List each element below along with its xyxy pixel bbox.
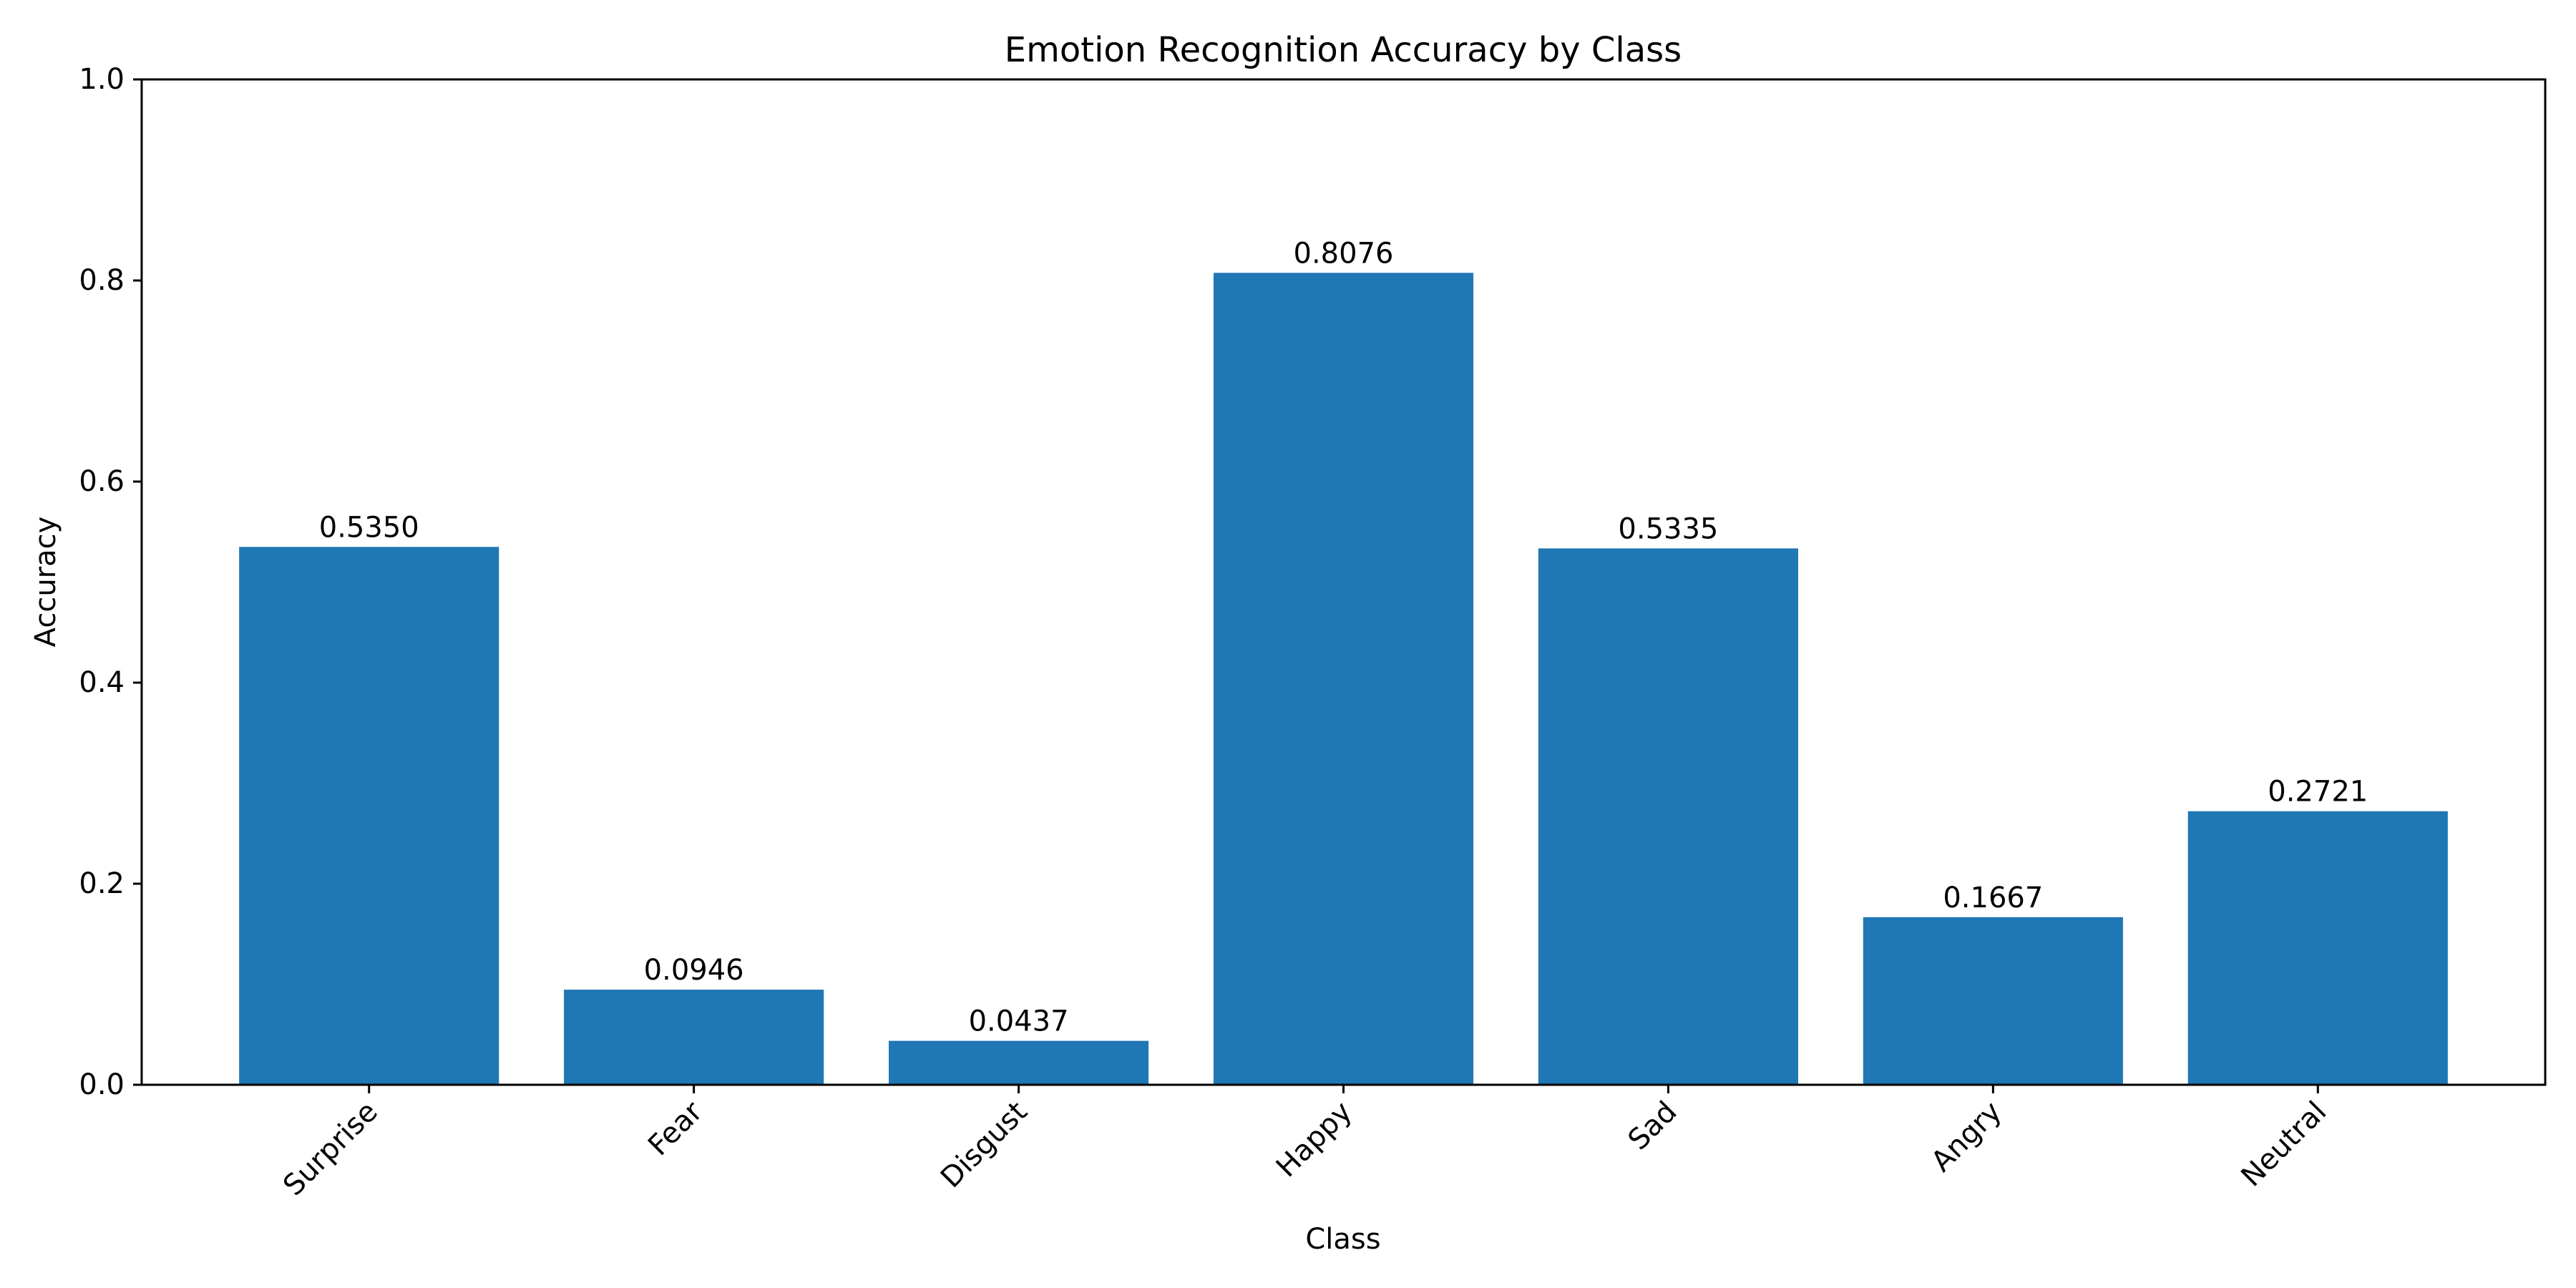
value-label-surprise: 0.5350 [319,511,419,544]
value-label-disgust: 0.0437 [969,1005,1069,1038]
chart-title: Emotion Recognition Accuracy by Class [1005,30,1682,70]
bar-fear [564,990,824,1085]
y-tick-label-0-0: 0.0 [79,1068,125,1101]
y-tick-label-0-6: 0.6 [79,465,125,498]
bars-group [239,273,2448,1085]
bar-happy [1213,273,1474,1085]
value-label-angry: 0.1667 [1943,882,2043,914]
bar-angry [1863,917,2123,1085]
value-label-sad: 0.5335 [1618,512,1718,545]
value-label-neutral: 0.2721 [2268,776,2368,809]
y-tick-label-1-0: 1.0 [79,63,125,96]
bar-sad [1538,548,1798,1085]
bar-neutral [2187,811,2448,1085]
bar-surprise [239,547,499,1085]
x-axis-label: Class [1305,1223,1380,1256]
value-label-fear: 0.0946 [644,954,744,987]
y-tick-label-0-2: 0.2 [79,867,125,900]
y-axis-ticks: 0.0 0.2 0.4 0.6 0.8 1.0 [79,63,142,1101]
y-tick-label-0-8: 0.8 [79,264,125,297]
value-label-happy: 0.8076 [1294,237,1394,270]
y-axis-label: Accuracy [29,517,62,648]
y-tick-label-0-4: 0.4 [79,666,125,699]
bar-disgust [889,1040,1149,1085]
value-labels-group: 0.5350 0.0946 0.0437 0.8076 0.5335 0.1667 0.27… [319,237,2368,1038]
